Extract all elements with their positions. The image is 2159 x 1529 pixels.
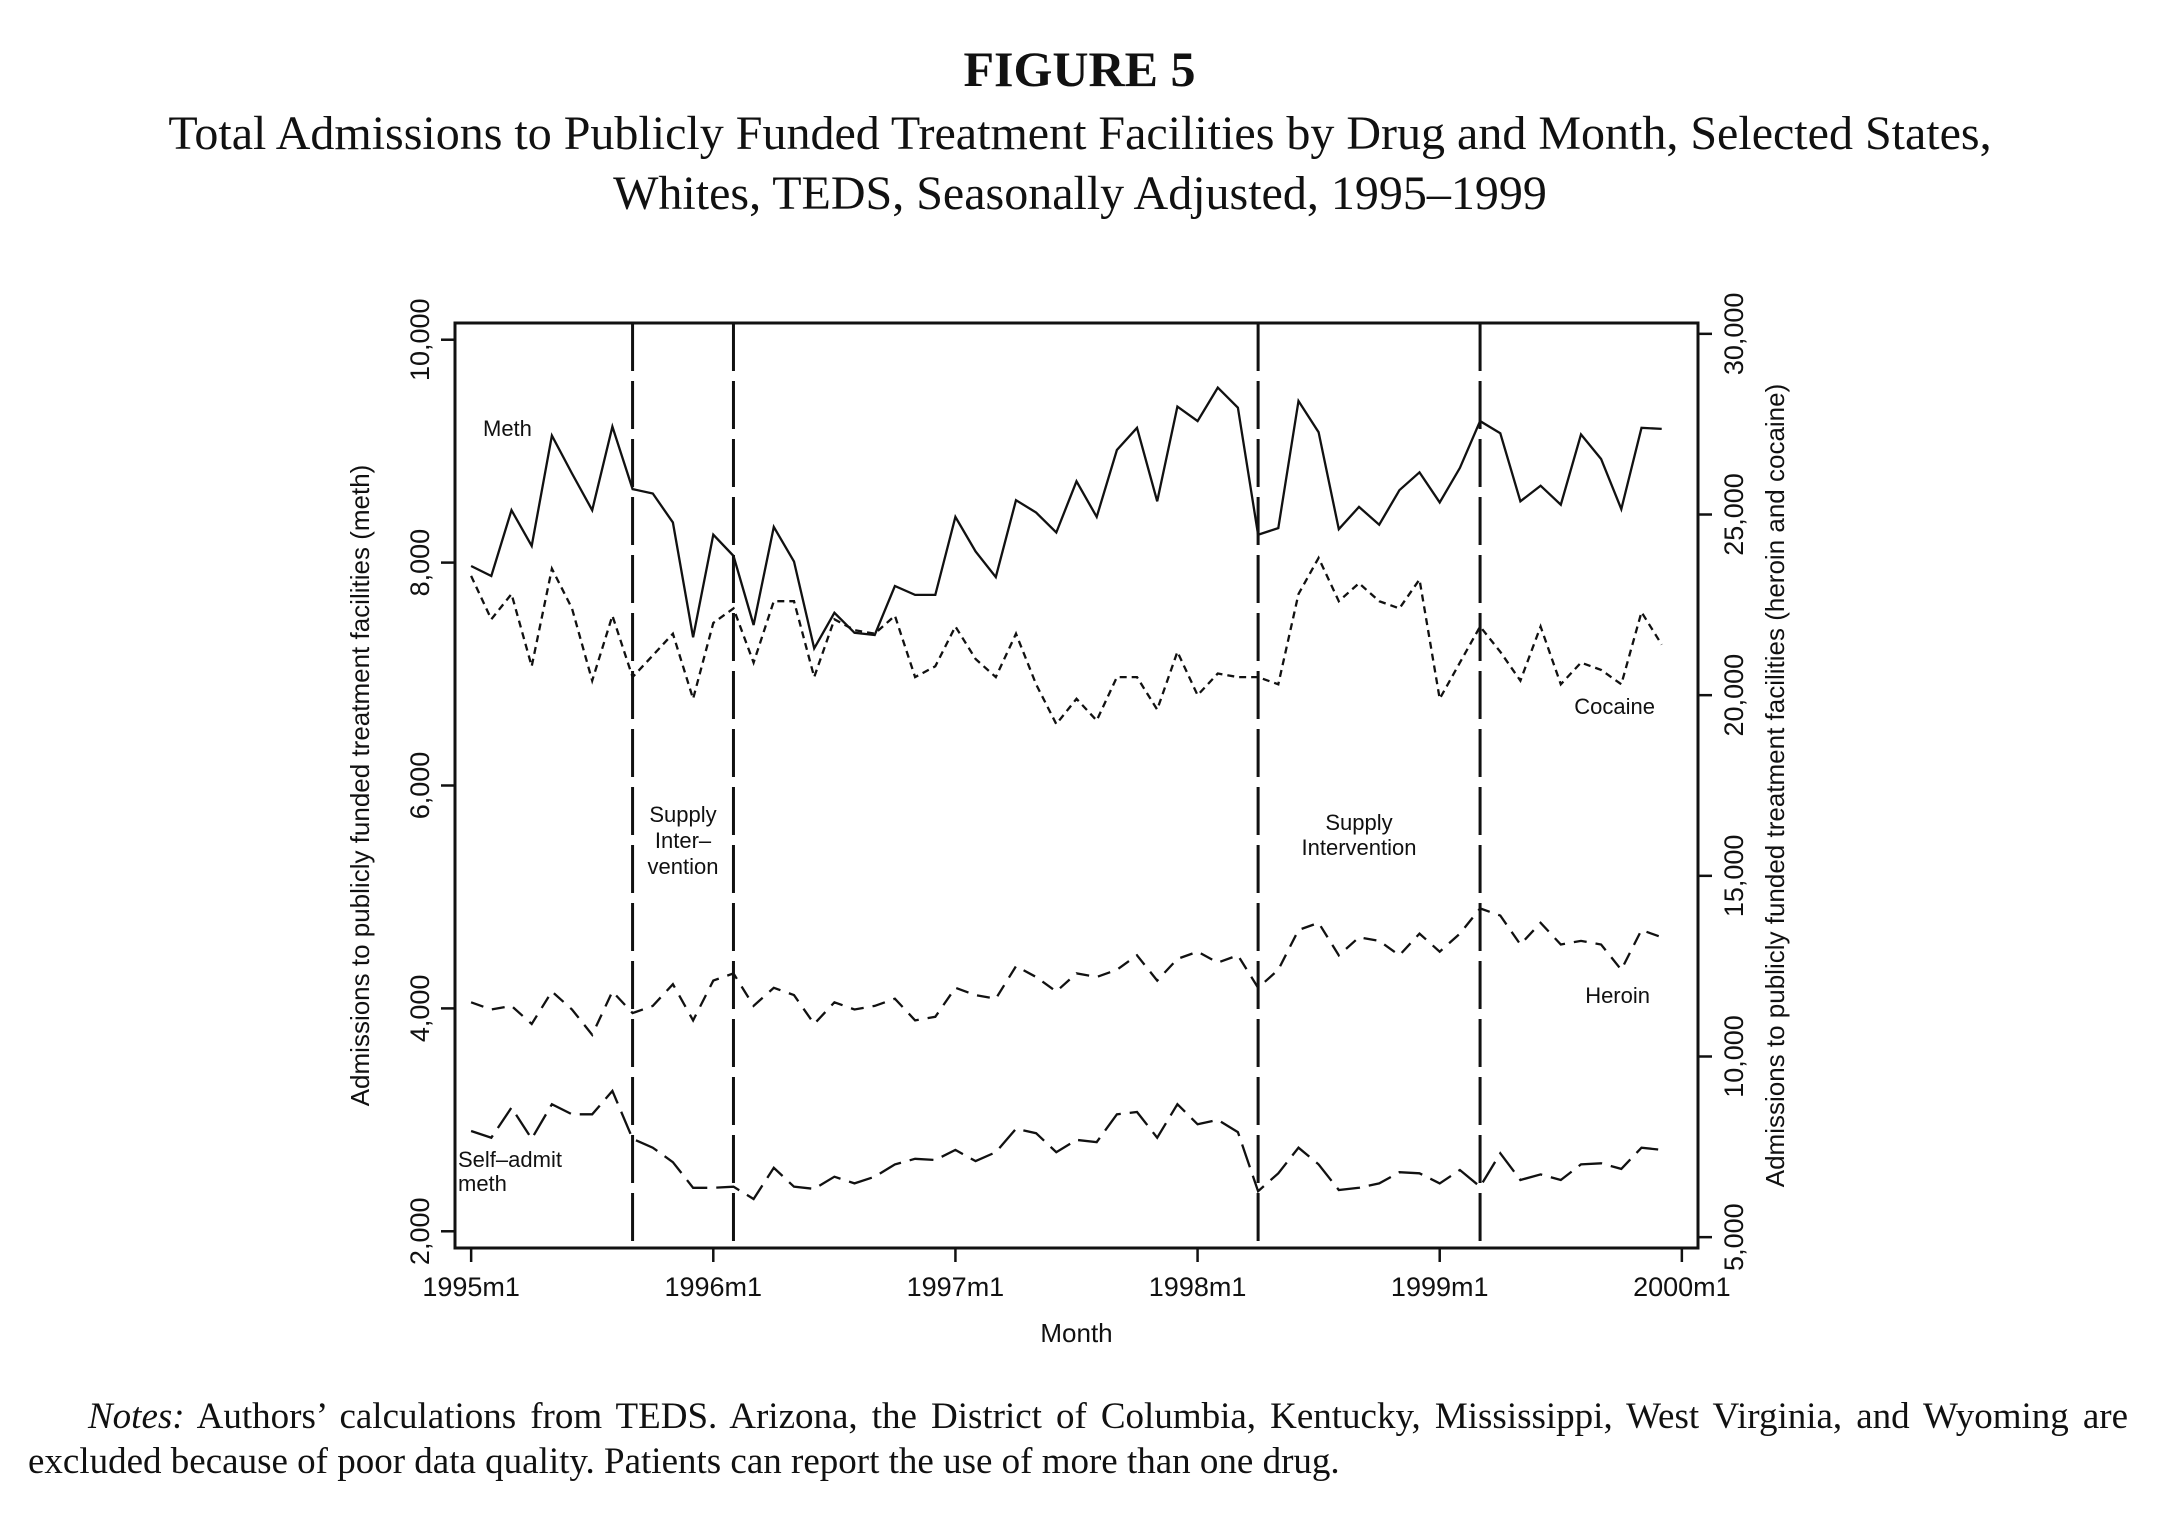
supply-intervention-label-1-line-3: vention: [648, 854, 719, 879]
y-right-tick-label-2: 15,000: [1719, 835, 1749, 918]
series-line-self-admit-meth: [470, 1088, 1662, 1201]
series-label-self-admit-meth-line-2: meth: [458, 1171, 507, 1196]
supply-intervention-label-1: Supply Inter– vention: [648, 802, 719, 879]
supply-intervention-label-2-line-1: Supply: [1325, 810, 1392, 835]
y-axis-right: 5,000 10,000 15,000 20,000 25,000 30,000: [1698, 293, 1749, 1271]
y-left-tick-label-2: 6,000: [405, 752, 435, 820]
series-line-heroin: [470, 907, 1663, 1037]
x-tick-label-0: 1995m1: [422, 1272, 520, 1302]
series-label-self-admit-meth: Self–admit meth: [458, 1147, 562, 1196]
figure-title: Total Admissions to Publicly Funded Trea…: [40, 104, 2120, 224]
x-axis: 1995m1 1996m1 1997m1 1998m1 1999m1 2000m1: [422, 1248, 1731, 1302]
supply-intervention-label-1-line-2: Inter–: [655, 828, 712, 853]
plot-frame: [453, 321, 1700, 1250]
supply-intervention-label-1-line-1: Supply: [649, 802, 716, 827]
series-label-meth: Meth: [483, 416, 532, 441]
series-label-heroin-line-1: Heroin: [1585, 983, 1650, 1008]
y-right-tick-label-5: 30,000: [1719, 293, 1749, 376]
y-left-tick-label-4: 10,000: [405, 298, 435, 381]
figure-label: FIGURE 5: [963, 41, 1196, 97]
notes-text: Authors’ calculations from TEDS. Arizona…: [28, 1396, 2128, 1482]
supply-intervention-label-2: Supply Intervention: [1302, 810, 1417, 860]
series-label-meth-line-1: Meth: [483, 416, 532, 441]
x-tick-label-5: 2000m1: [1633, 1272, 1731, 1302]
figure-notes: Notes: Authors’ calculations from TEDS. …: [28, 1394, 2128, 1484]
x-tick-label-4: 1999m1: [1391, 1272, 1489, 1302]
series-label-heroin: Heroin: [1585, 983, 1650, 1008]
series-line-meth: [470, 385, 1662, 652]
x-axis-title: Month: [1040, 1318, 1112, 1348]
series-label-cocaine: Cocaine: [1574, 694, 1655, 719]
y-left-tick-label-0: 2,000: [405, 1197, 435, 1265]
y-right-tick-label-1: 10,000: [1719, 1015, 1749, 1098]
series-layer: [470, 385, 1663, 1201]
supply-intervention-label-2-line-2: Intervention: [1302, 835, 1417, 860]
y-axis-right-title: Admissions to publicly funded treatment …: [1760, 384, 1790, 1188]
x-tick-label-1: 1996m1: [664, 1272, 762, 1302]
y-right-tick-label-4: 25,000: [1719, 473, 1749, 556]
notes-lead: Notes:: [88, 1396, 185, 1437]
series-label-self-admit-meth-line-1: Self–admit: [458, 1147, 562, 1172]
y-left-tick-label-1: 4,000: [405, 975, 435, 1043]
x-tick-label-2: 1997m1: [907, 1272, 1005, 1302]
annotation-layer: Meth Cocaine Heroin Self–admit meth: [458, 416, 1655, 1196]
y-right-tick-label-3: 20,000: [1719, 654, 1749, 737]
y-axis-left-title: Admissions to publicly funded treatment …: [345, 465, 375, 1107]
figure-title-line-2: Whites, TEDS, Seasonally Adjusted, 1995–…: [613, 167, 1547, 220]
series-line-cocaine: [470, 555, 1663, 727]
y-axis-left: 2,000 4,000 6,000 8,000 10,000: [405, 298, 455, 1265]
series-label-cocaine-line-1: Cocaine: [1574, 694, 1655, 719]
figure-title-line-1: Total Admissions to Publicly Funded Trea…: [168, 107, 1992, 160]
y-left-tick-label-3: 8,000: [405, 529, 435, 597]
x-tick-label-3: 1998m1: [1149, 1272, 1247, 1302]
y-right-tick-label-0: 5,000: [1719, 1203, 1749, 1271]
